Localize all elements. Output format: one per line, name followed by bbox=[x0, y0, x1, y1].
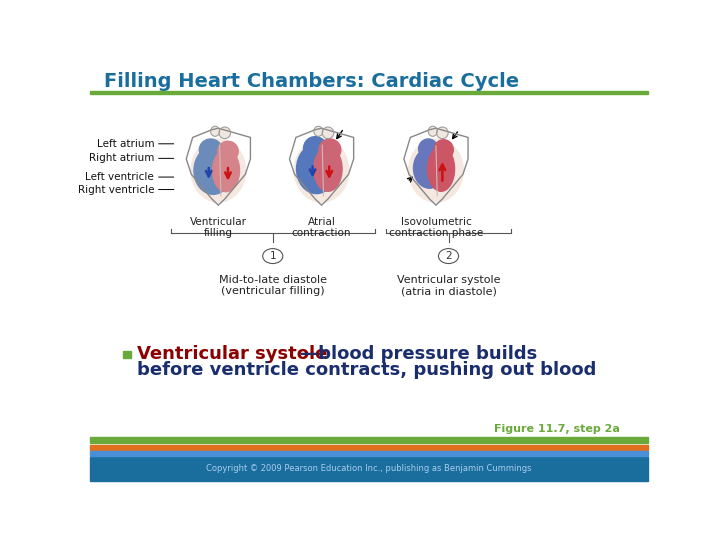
Ellipse shape bbox=[294, 139, 349, 202]
Text: Right ventricle: Right ventricle bbox=[78, 185, 154, 194]
Text: Ventricular systole
(atria in diastole): Ventricular systole (atria in diastole) bbox=[397, 275, 500, 296]
Ellipse shape bbox=[434, 140, 454, 160]
Text: —blood pressure builds: —blood pressure builds bbox=[300, 345, 538, 363]
Ellipse shape bbox=[304, 137, 327, 160]
Bar bbox=[90, 437, 648, 443]
Text: 1: 1 bbox=[269, 251, 276, 261]
Ellipse shape bbox=[211, 126, 220, 136]
Text: 2: 2 bbox=[445, 251, 452, 261]
Ellipse shape bbox=[212, 150, 240, 192]
Circle shape bbox=[438, 248, 459, 264]
Ellipse shape bbox=[428, 126, 437, 136]
Text: Atrial
contraction: Atrial contraction bbox=[292, 217, 351, 238]
Text: before ventricle contracts, pushing out blood: before ventricle contracts, pushing out … bbox=[138, 361, 597, 380]
Text: Left atrium: Left atrium bbox=[96, 139, 154, 149]
Ellipse shape bbox=[194, 147, 233, 194]
Ellipse shape bbox=[428, 147, 454, 191]
Ellipse shape bbox=[418, 139, 438, 159]
Ellipse shape bbox=[413, 148, 446, 188]
Ellipse shape bbox=[314, 126, 323, 136]
Ellipse shape bbox=[436, 127, 448, 139]
Text: Ventricular
filling: Ventricular filling bbox=[190, 217, 247, 238]
Text: Mid-to-late diastole
(ventricular filling): Mid-to-late diastole (ventricular fillin… bbox=[219, 275, 327, 296]
Bar bbox=[90, 445, 648, 450]
Text: Right atrium: Right atrium bbox=[89, 153, 154, 164]
Ellipse shape bbox=[297, 144, 336, 194]
Text: Figure 11.7, step 2a: Figure 11.7, step 2a bbox=[494, 423, 620, 434]
Text: Left ventricle: Left ventricle bbox=[86, 172, 154, 182]
Ellipse shape bbox=[314, 147, 342, 191]
Ellipse shape bbox=[323, 127, 334, 139]
Ellipse shape bbox=[191, 139, 246, 202]
Ellipse shape bbox=[217, 141, 238, 161]
Text: Filling Heart Chambers: Cardiac Cycle: Filling Heart Chambers: Cardiac Cycle bbox=[104, 72, 519, 91]
Ellipse shape bbox=[199, 139, 222, 160]
Bar bbox=[90, 457, 648, 481]
Ellipse shape bbox=[219, 127, 230, 139]
Ellipse shape bbox=[409, 139, 463, 202]
Text: Ventricular systole: Ventricular systole bbox=[138, 345, 328, 363]
Bar bbox=[124, 350, 131, 358]
Text: Copyright © 2009 Pearson Education Inc., publishing as Benjamin Cummings: Copyright © 2009 Pearson Education Inc.,… bbox=[206, 464, 532, 474]
Bar bbox=[90, 451, 648, 456]
Bar bbox=[90, 91, 648, 94]
Ellipse shape bbox=[319, 139, 341, 160]
Text: Isovolumetric
contraction phase: Isovolumetric contraction phase bbox=[389, 217, 483, 238]
Circle shape bbox=[263, 248, 283, 264]
